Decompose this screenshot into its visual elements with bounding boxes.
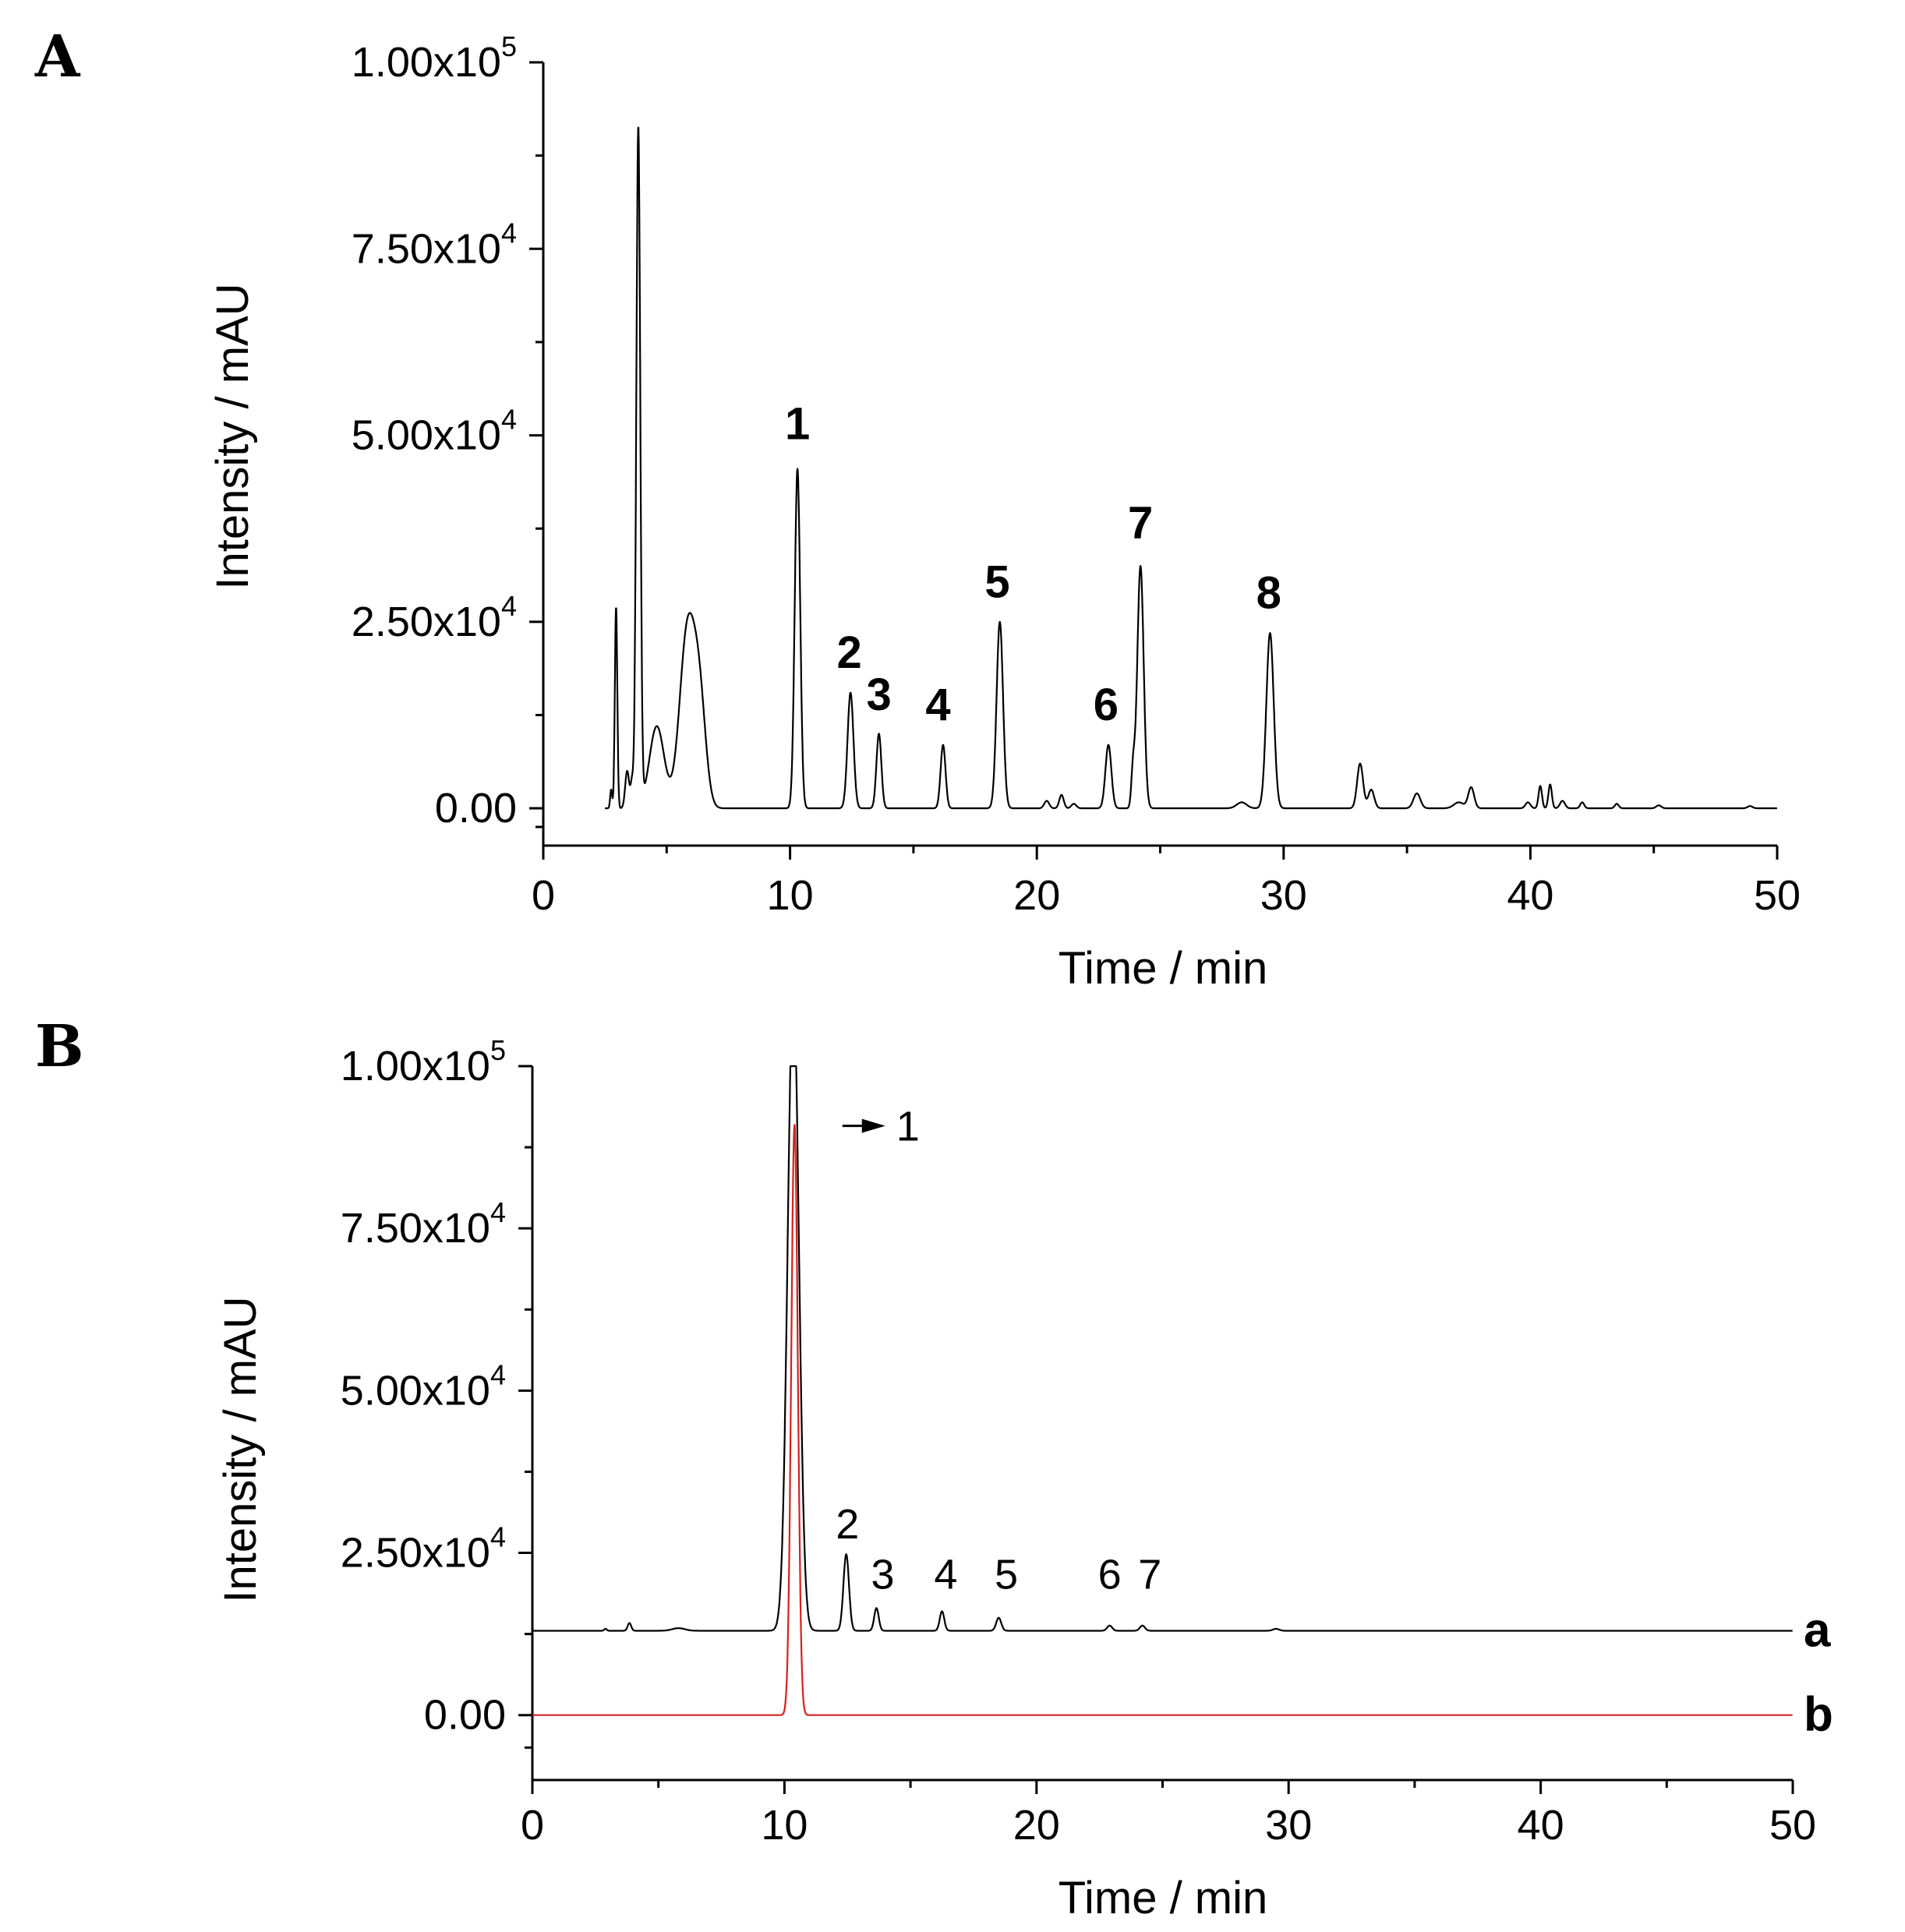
axes-frame-b <box>531 1066 1793 1782</box>
x-tick-label-a-0: 0 <box>532 872 555 919</box>
x-tick-label-a-4: 40 <box>1507 872 1553 919</box>
trace-a-sample <box>604 126 1778 810</box>
peak-label-a-6: 6 <box>1094 680 1119 730</box>
x-tick-label-b-0: 0 <box>521 1802 544 1849</box>
trace-label-b: b <box>1804 1688 1833 1742</box>
x-tick-label-a-2: 20 <box>1013 872 1060 919</box>
peak-label-b-5: 5 <box>995 1551 1018 1598</box>
panel-b: B 0.00 2.50x104 5.00x104 7.50x104 1.00x105 0… <box>35 1013 1833 1923</box>
x-tick-label-b-4: 40 <box>1518 1802 1564 1849</box>
peak-label-b-2: 2 <box>836 1501 859 1548</box>
y-tick-label-a-2: 5.00x104 <box>352 404 517 459</box>
peak-labels-b: 23 4 5 6 7 <box>836 1501 1161 1598</box>
trace-b-b <box>532 1124 1794 1716</box>
y-tick-label-a-0: 0.00 <box>435 785 517 832</box>
axes-frame-a <box>542 62 1777 847</box>
x-axis-ticks-a: 0 10 20 30 40 50 <box>532 846 1801 919</box>
peak-label-a-3: 3 <box>866 669 891 720</box>
traces-b <box>532 1065 1794 1716</box>
peak-label-a-1: 1 <box>785 398 810 449</box>
peak-label-a-8: 8 <box>1256 568 1281 619</box>
x-tick-label-a-5: 50 <box>1754 872 1801 919</box>
peak-label-b-6: 6 <box>1098 1551 1122 1598</box>
peak-labels-a: 1 23 4 5 6 7 8 <box>785 398 1281 730</box>
trace-b-a <box>532 1065 1794 1632</box>
y-tick-label-a-4: 1.00x105 <box>352 30 517 86</box>
x-tick-label-b-3: 30 <box>1265 1802 1312 1849</box>
trace-label-a: a <box>1804 1603 1831 1657</box>
panel-letter-a: A <box>34 23 81 90</box>
y-axis-title-b: Intensity / mAU <box>215 1296 266 1602</box>
y-tick-label-a-3: 7.50x104 <box>352 217 517 272</box>
traces-a <box>604 126 1778 810</box>
x-tick-label-b-2: 20 <box>1013 1802 1060 1849</box>
x-tick-label-a-3: 30 <box>1260 872 1307 919</box>
x-tick-label-a-1: 10 <box>767 872 814 919</box>
trace-labels-b: ab <box>1804 1603 1833 1741</box>
peak-label-a-5: 5 <box>984 556 1009 607</box>
x-axis-title-a: Time / min <box>1059 943 1268 994</box>
x-tick-label-b-5: 50 <box>1769 1802 1816 1849</box>
y-axis-ticks-b: 0.00 2.50x104 5.00x104 7.50x104 1.00x105 <box>341 1034 532 1749</box>
x-tick-label-b-1: 10 <box>761 1802 808 1849</box>
peak-1-arrow-annotation: 1 <box>842 1104 920 1150</box>
y-tick-label-b-4: 1.00x105 <box>341 1034 506 1090</box>
panel-letter-b: B <box>35 1013 84 1080</box>
y-axis-title-a: Intensity / mAU <box>207 283 258 589</box>
y-tick-label-a-1: 2.50x104 <box>352 590 517 645</box>
y-tick-label-b-3: 7.50x104 <box>341 1196 506 1252</box>
peak-label-a-7: 7 <box>1128 498 1153 549</box>
y-tick-label-b-0: 0.00 <box>424 1692 506 1739</box>
panel-a: A 0.00 2.50x104 5.00x104 7.50x104 1.00x105 0… <box>34 23 1801 994</box>
x-axis-ticks-b: 0 10 20 30 40 50 <box>521 1780 1816 1849</box>
x-axis-title-b: Time / min <box>1059 1873 1268 1923</box>
peak-label-a-4: 4 <box>925 680 950 730</box>
arrow-label-1: 1 <box>896 1104 920 1150</box>
peak-label-b-7: 7 <box>1138 1551 1161 1598</box>
y-tick-label-b-2: 5.00x104 <box>341 1358 506 1414</box>
arrow-head <box>861 1118 885 1133</box>
peak-label-b-3: 3 <box>871 1551 895 1598</box>
y-axis-ticks-a: 0.00 2.50x104 5.00x104 7.50x104 1.00x105 <box>352 30 543 832</box>
peak-label-b-4: 4 <box>934 1551 957 1598</box>
y-tick-label-b-1: 2.50x104 <box>341 1521 506 1577</box>
peak-label-a-2: 2 <box>836 627 861 678</box>
